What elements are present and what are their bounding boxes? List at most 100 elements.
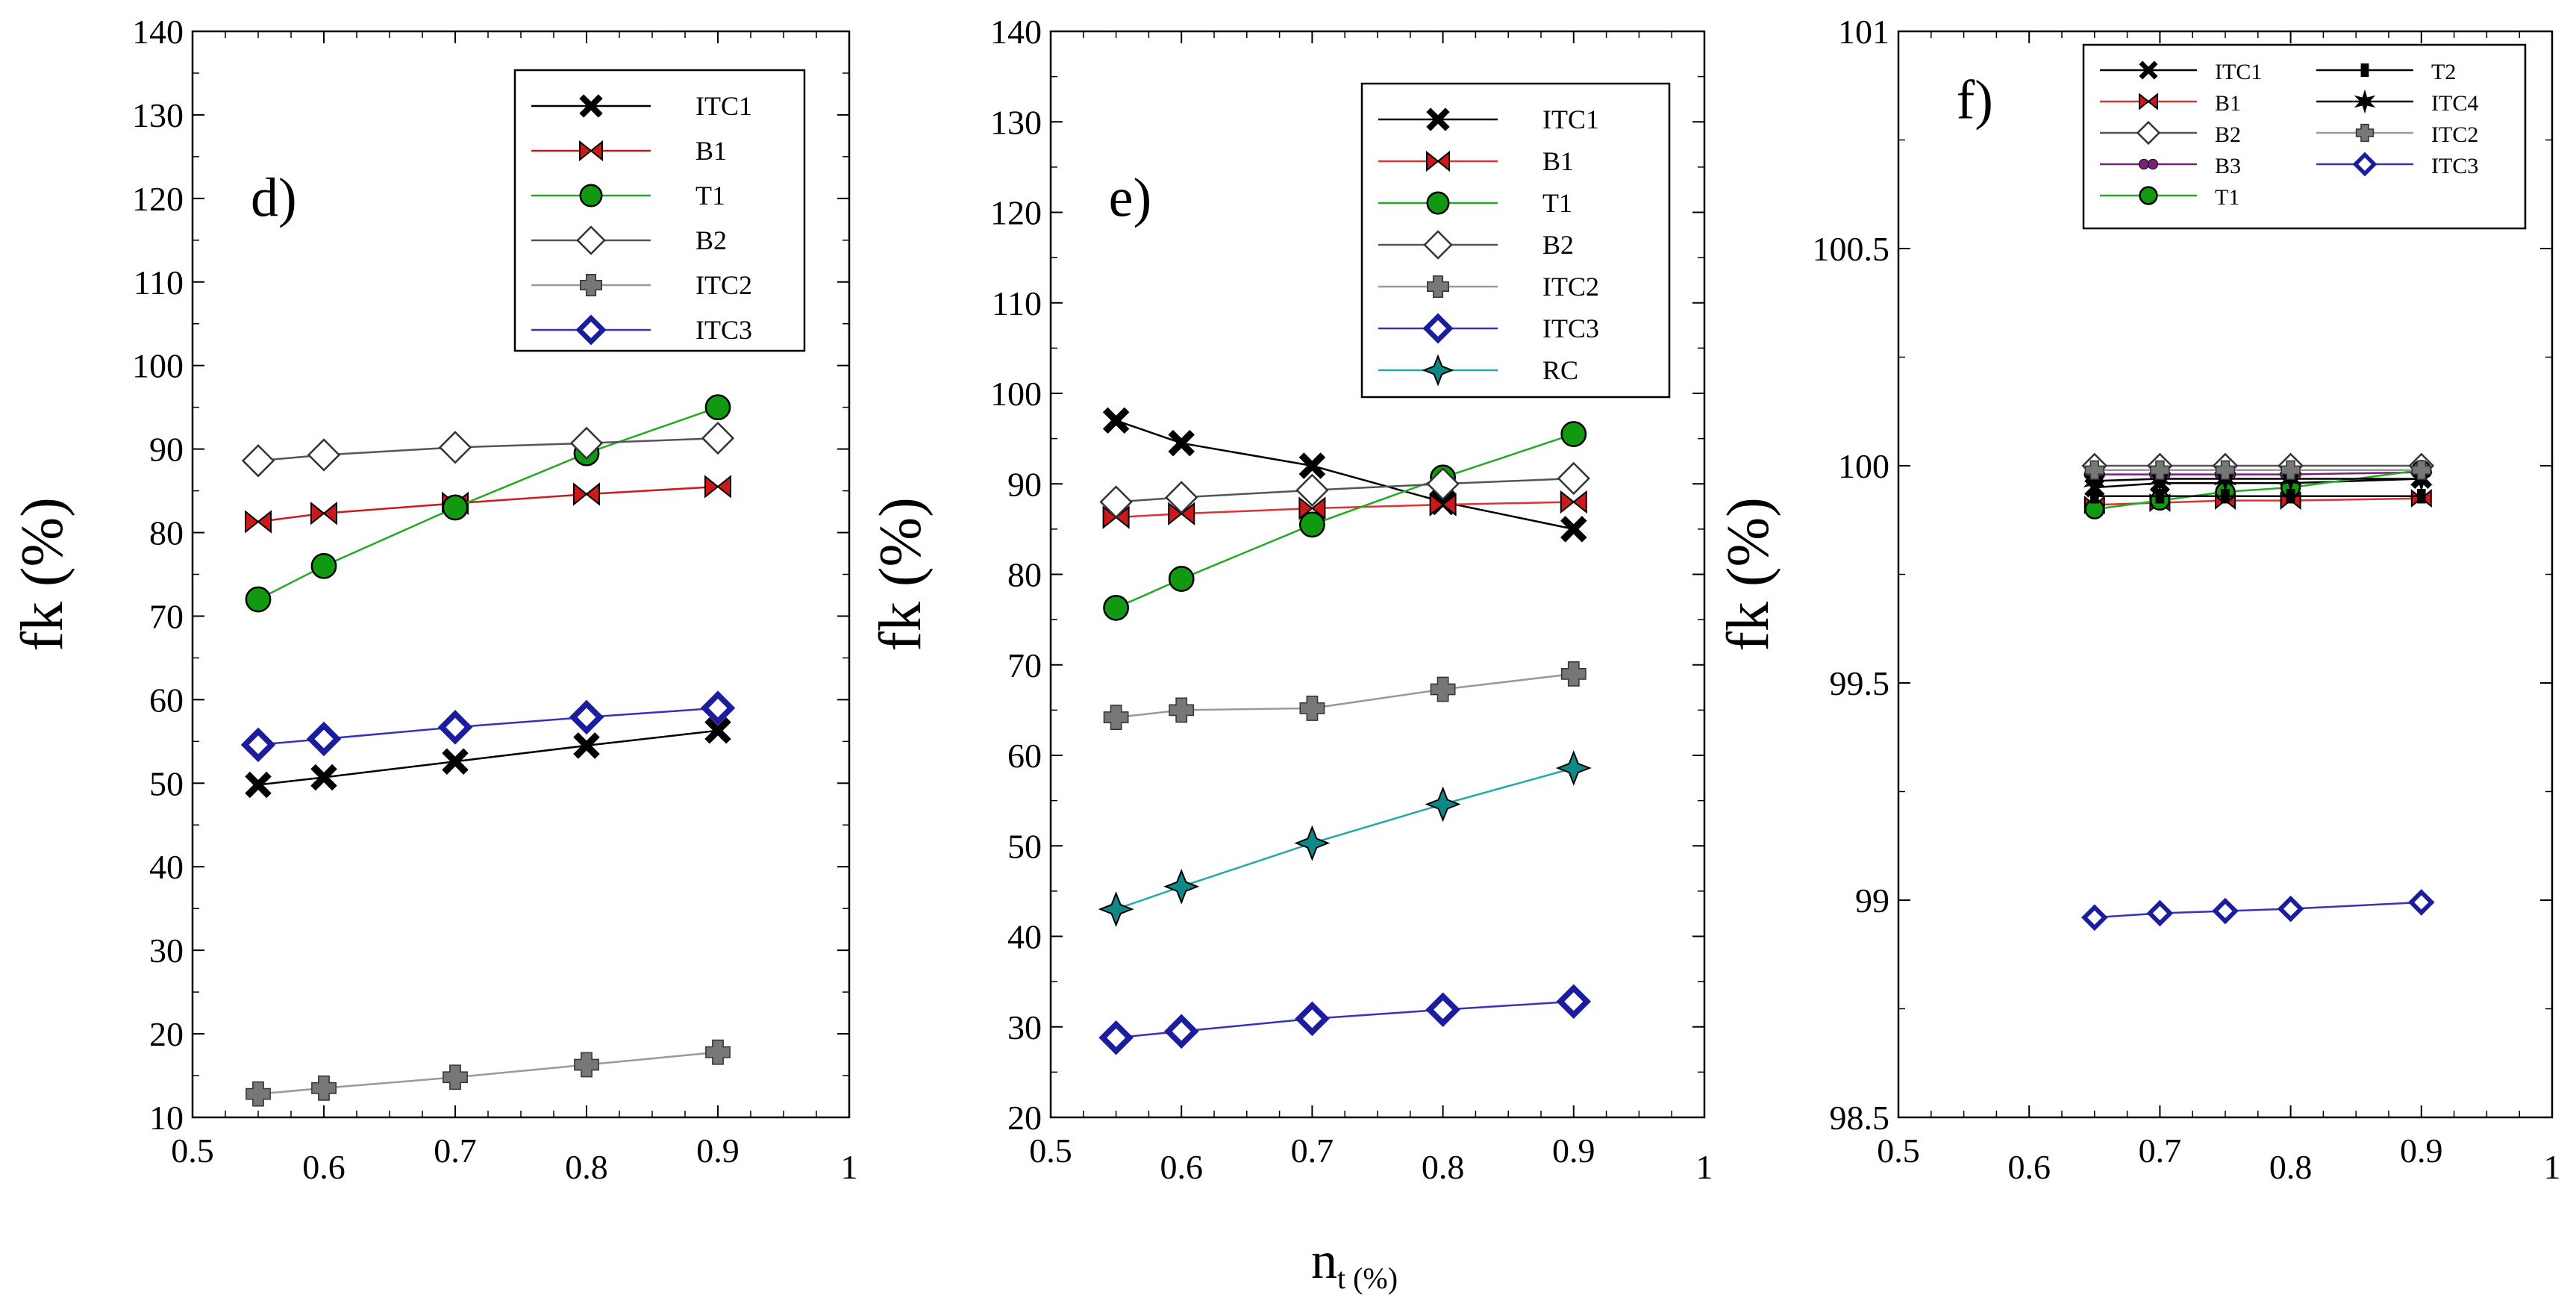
marker-shape <box>1426 150 1450 172</box>
legend-item-b2: B2 <box>1378 230 1574 260</box>
data-point-itc2 <box>2215 460 2236 480</box>
legend-item-itc2: ITC2 <box>531 270 752 300</box>
legend-marker <box>579 184 603 207</box>
legend-label: B1 <box>2215 91 2241 116</box>
y-tick-label: 130 <box>132 96 184 134</box>
data-point-itc2 <box>1299 696 1325 721</box>
legend-marker <box>2136 120 2161 146</box>
marker-shape <box>306 721 342 757</box>
legend-item-b2: B2 <box>2100 120 2241 147</box>
marker-shape <box>2411 460 2431 480</box>
legend-item-itc1: ITC1 <box>1378 104 1599 134</box>
data-point-itc1 <box>704 717 731 744</box>
x-tick-label: 0.5 <box>171 1132 214 1170</box>
marker-shape <box>2138 158 2150 170</box>
y-tick-label: 60 <box>149 681 184 719</box>
marker-shape <box>704 394 731 421</box>
legend-marker <box>1427 275 1449 298</box>
legend-label: T1 <box>695 181 725 210</box>
marker-shape <box>1429 493 1457 517</box>
data-point-b1 <box>1429 493 1457 517</box>
marker-shape <box>2416 488 2426 504</box>
x-tick-label: 0.9 <box>1552 1132 1595 1170</box>
data-point-t1 <box>1299 511 1325 538</box>
data-point-itc2 <box>311 1075 337 1101</box>
panel-tag: d) <box>251 167 297 228</box>
y-tick-label: 10 <box>149 1099 184 1137</box>
y-tick-label: 99 <box>1855 881 1889 920</box>
y-axis-label: fk (%) <box>868 497 934 652</box>
legend-item-b3: B3 <box>2100 154 2241 178</box>
marker-shape <box>1102 505 1130 529</box>
data-point-b1 <box>1560 490 1587 514</box>
data-point-itc2 <box>2084 460 2104 480</box>
marker-shape <box>1098 891 1134 928</box>
marker-shape <box>573 732 600 759</box>
legend-marker <box>1422 313 1454 344</box>
legend-label: B2 <box>2215 122 2241 147</box>
data-point-itc4 <box>2083 467 2106 494</box>
legend-label: B2 <box>1542 230 1574 260</box>
data-point-itc3 <box>1295 1001 1330 1037</box>
x-tick-label: 0.6 <box>302 1148 346 1186</box>
data-point-itc3 <box>700 690 736 725</box>
data-point-t2 <box>2155 488 2165 504</box>
data-point-b1 <box>1168 502 1195 525</box>
marker-shape <box>1102 407 1130 434</box>
legend-label: T1 <box>2215 185 2239 210</box>
chart-panel-f: 98.5 99 99.5 100 100.5 101 0.5 0.6 0.7 0.8 0.9 1 fk … <box>1716 13 2561 1186</box>
data-point-t1 <box>310 552 337 579</box>
marker-shape <box>246 1081 271 1107</box>
marker-shape <box>2150 460 2170 480</box>
legend-label: RC <box>1542 355 1578 385</box>
y-tick-label: 120 <box>990 194 1042 232</box>
data-point-b2 <box>1099 485 1133 519</box>
marker-shape <box>245 771 272 799</box>
y-axis-ticks: 10 20 30 40 50 60 70 80 90 100 110 120 130 140 <box>132 13 849 1137</box>
marker-shape <box>443 1064 468 1090</box>
data-point-rc <box>1294 825 1331 861</box>
marker-shape <box>1425 786 1461 823</box>
legend-marker <box>2139 93 2158 110</box>
series-itc3 <box>240 690 736 763</box>
data-point-rc <box>1098 891 1134 928</box>
x-axis-ticks: 0.5 0.6 0.7 0.8 0.9 1 <box>171 31 858 1186</box>
marker-shape <box>2155 488 2165 504</box>
marker-shape <box>1298 452 1326 479</box>
data-point-itc3 <box>2408 889 2435 916</box>
marker-shape <box>307 438 341 472</box>
marker-shape <box>2139 93 2158 110</box>
data-point-b2 <box>1165 481 1198 514</box>
y-tick-label: 40 <box>149 848 184 886</box>
data-point-t2 <box>2416 488 2426 504</box>
data-point-itc2 <box>2150 460 2170 480</box>
x-tick-label: 0.7 <box>1291 1132 1334 1170</box>
legend-item-t1: T1 <box>1378 188 1572 218</box>
legend-marker <box>2352 152 2378 177</box>
marker-shape <box>574 1052 599 1078</box>
series-b2 <box>1099 461 1590 519</box>
legend-item-t1: T1 <box>531 181 725 210</box>
legend: ITC1 B1 T1 B2 ITC2 ITC3 <box>513 69 806 352</box>
legend-label: ITC4 <box>2431 91 2478 116</box>
data-point-itc1 <box>1298 452 1326 479</box>
marker-shape <box>2355 123 2375 143</box>
series-itc2 <box>246 1039 731 1107</box>
legend-marker <box>1426 191 1450 215</box>
legend-item-itc2: ITC2 <box>1378 272 1599 302</box>
data-point-b2 <box>241 444 275 478</box>
legend-label: ITC1 <box>1542 104 1599 134</box>
y-tick-label: 140 <box>990 13 1042 51</box>
data-point-b2 <box>1426 467 1460 501</box>
x-tick-label: 0.8 <box>565 1148 608 1186</box>
data-point-itc3 <box>2212 897 2239 925</box>
y-tick-label: 50 <box>149 764 184 802</box>
panel-tag: e) <box>1109 167 1152 228</box>
data-point-t1 <box>1168 566 1195 592</box>
marker-shape <box>700 690 736 725</box>
legend-item-itc1: ITC1 <box>531 91 752 121</box>
y-tick-label: 110 <box>134 263 184 302</box>
marker-shape <box>1423 230 1453 260</box>
x-tick-label: 1 <box>2544 1148 2561 1186</box>
